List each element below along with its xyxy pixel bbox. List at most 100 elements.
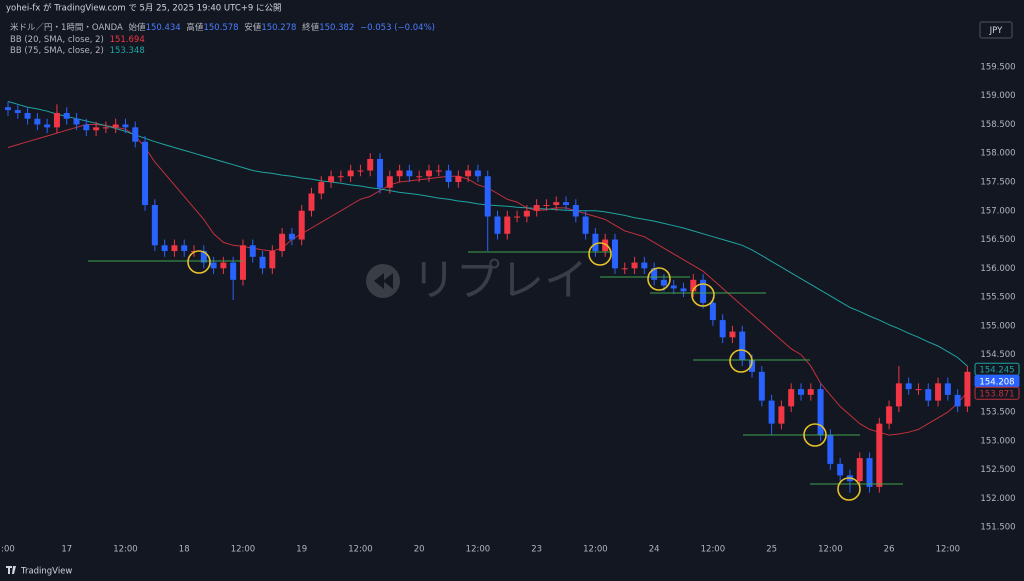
candle-body bbox=[396, 170, 403, 177]
candle-body bbox=[142, 141, 149, 206]
currency-button[interactable]: JPY bbox=[979, 21, 1013, 39]
candle-body bbox=[377, 158, 384, 188]
highlight-circle bbox=[588, 242, 612, 266]
y-tick-label: 154.500 bbox=[980, 350, 1015, 360]
candle-body bbox=[161, 245, 168, 252]
candle-body bbox=[406, 170, 413, 177]
y-tick-label: 157.000 bbox=[980, 206, 1015, 216]
ohlc-value: 150.278 bbox=[261, 23, 296, 33]
candle-body bbox=[758, 371, 765, 401]
candle-body bbox=[592, 233, 599, 252]
candle-body bbox=[230, 262, 237, 280]
footer-logo bbox=[6, 566, 16, 574]
candle-body bbox=[827, 435, 834, 464]
candle-body bbox=[553, 202, 560, 206]
candle-body bbox=[239, 245, 246, 280]
candle-body bbox=[866, 458, 873, 487]
candle-body bbox=[259, 256, 266, 269]
candle-body bbox=[925, 389, 932, 401]
candle-body bbox=[279, 233, 286, 252]
candle-body bbox=[778, 406, 785, 424]
candle-body bbox=[651, 268, 658, 280]
candle-body bbox=[34, 118, 41, 125]
y-tick-label: 156.500 bbox=[980, 235, 1015, 245]
candle-body bbox=[856, 458, 863, 482]
candle-body bbox=[895, 383, 902, 407]
candle-body bbox=[709, 302, 716, 321]
candle-body bbox=[298, 210, 305, 240]
candle-body bbox=[514, 216, 521, 218]
ohlc-value: 150.578 bbox=[203, 23, 238, 33]
x-tick-label: 12:00 bbox=[818, 545, 843, 555]
y-tick-label: 158.500 bbox=[980, 120, 1015, 130]
currency-button-box[interactable] bbox=[979, 21, 1013, 39]
x-tick-label: 19 bbox=[296, 545, 307, 555]
candle-body bbox=[631, 262, 638, 269]
candle-body bbox=[944, 383, 951, 395]
highlight-circle bbox=[187, 250, 211, 274]
candle-body bbox=[572, 205, 579, 217]
indicator-legend: BB (20, SMA, close, 2) 151.694 bbox=[10, 35, 145, 45]
ohlc-label: 安値 bbox=[244, 22, 262, 33]
candle-body bbox=[474, 170, 481, 177]
y-tick-label: 153.500 bbox=[980, 408, 1015, 418]
candle-body bbox=[416, 176, 423, 178]
candle-body bbox=[719, 320, 726, 338]
candle-body bbox=[484, 176, 491, 217]
candle-body bbox=[455, 176, 462, 183]
watermark-icon bbox=[366, 264, 400, 298]
y-tick-label: 152.500 bbox=[980, 465, 1015, 475]
candle-body bbox=[83, 124, 90, 131]
highlight-circle bbox=[647, 267, 671, 291]
candle-body bbox=[611, 239, 618, 269]
candle-body bbox=[494, 216, 501, 234]
candle-body bbox=[269, 251, 276, 269]
candle-body bbox=[249, 245, 256, 257]
annotations bbox=[88, 242, 903, 501]
candle-body bbox=[954, 394, 961, 407]
candle-body bbox=[729, 331, 736, 338]
y-tick-label: 153.000 bbox=[980, 436, 1015, 446]
y-tick-label: 155.500 bbox=[980, 293, 1015, 303]
candle-body bbox=[700, 279, 707, 303]
highlight-circle bbox=[691, 283, 715, 307]
currency-label[interactable]: JPY bbox=[989, 26, 1003, 36]
candle-body bbox=[347, 170, 354, 177]
price-tag-label: 154.208 bbox=[979, 377, 1014, 387]
indicator-value: 151.694 bbox=[110, 35, 145, 45]
x-tick-label: 12:00 bbox=[936, 545, 961, 555]
candle-body bbox=[563, 202, 570, 206]
y-tick-label: 155.000 bbox=[980, 321, 1015, 331]
ohlc-label: 高値 bbox=[186, 22, 204, 33]
x-tick-label: 20 bbox=[414, 545, 425, 555]
x-tick-label: 12:00 bbox=[701, 545, 726, 555]
candle-body bbox=[318, 182, 325, 194]
ohlc-label: 始値 bbox=[129, 22, 147, 33]
y-tick-label: 156.000 bbox=[980, 264, 1015, 274]
x-tick-label: 25 bbox=[766, 545, 777, 555]
symbol: 米ドル／円・1時間・OANDA bbox=[10, 22, 123, 33]
x-tick-label: 12:00 bbox=[466, 545, 491, 555]
candle-body bbox=[543, 205, 550, 207]
candle-body bbox=[210, 262, 217, 269]
candle-body bbox=[964, 371, 971, 407]
candle-body bbox=[602, 239, 609, 252]
candle-body bbox=[435, 170, 442, 172]
candle-body bbox=[93, 127, 100, 131]
x-tick-label: 12:00 bbox=[113, 545, 138, 555]
ohlc-value: 150.434 bbox=[146, 23, 181, 33]
watermark: リプレイ bbox=[366, 255, 588, 306]
candle-body bbox=[357, 170, 364, 172]
candle-body bbox=[905, 383, 912, 390]
candle-body bbox=[749, 360, 756, 372]
candle-body bbox=[660, 279, 667, 286]
change: −0.053 (−0.04%) bbox=[360, 23, 435, 33]
y-tick-label: 152.000 bbox=[980, 494, 1015, 504]
y-tick-label: 151.500 bbox=[980, 523, 1015, 533]
candle-body bbox=[220, 262, 227, 269]
candle-body bbox=[621, 268, 628, 270]
candle-body bbox=[337, 176, 344, 178]
y-tick-label: 158.000 bbox=[980, 149, 1015, 159]
